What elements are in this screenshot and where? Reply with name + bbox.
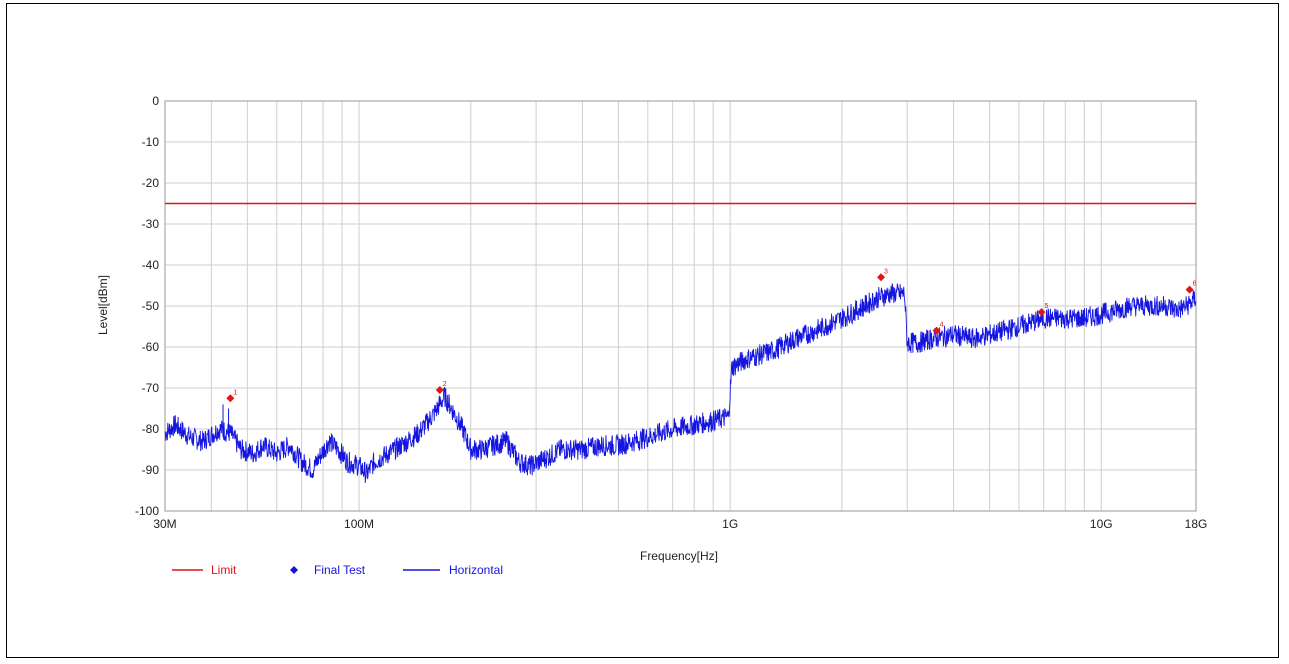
- horizontal-trace: [164, 283, 1197, 484]
- final-test-marker: [877, 273, 886, 282]
- y-tick-label: -10: [142, 135, 160, 149]
- x-tick-label: 100M: [344, 517, 374, 531]
- final-test-marker-label: 6: [1193, 281, 1197, 288]
- y-tick-label: -80: [142, 422, 160, 436]
- y-tick-label: -50: [142, 299, 160, 313]
- legend-final-test-label: Final Test: [314, 563, 366, 577]
- chart-frame: [6, 3, 1279, 658]
- x-tick-label: 1G: [722, 517, 738, 531]
- final-test-marker: [1037, 308, 1046, 317]
- final-test-marker: [226, 394, 235, 403]
- y-tick-label: -20: [142, 176, 160, 190]
- final-test-marker-label: 3: [884, 268, 888, 275]
- legend: Limit Final Test Horizontal: [172, 563, 503, 577]
- x-tick-label: 10G: [1090, 517, 1113, 531]
- y-tick-label: -90: [142, 463, 160, 477]
- legend-final-test-swatch: [290, 566, 298, 574]
- x-axis-label: Frequency[Hz]: [640, 549, 718, 563]
- y-tick-label: -30: [142, 217, 160, 231]
- grid: [165, 100, 1196, 512]
- legend-limit-label: Limit: [211, 563, 237, 577]
- y-tick-label: -60: [142, 340, 160, 354]
- plot-border: [164, 100, 1197, 512]
- final-test-marker: [435, 386, 444, 395]
- final-test-marker: [932, 326, 941, 335]
- final-test-marker: [1185, 285, 1194, 294]
- y-tick-label: 0: [152, 94, 159, 108]
- legend-horizontal-label: Horizontal: [449, 563, 503, 577]
- y-tick-labels: 0 -10 -20 -30 -40 -50 -60 -70 -80 -90 -100: [135, 94, 159, 518]
- y-axis-label: Level[dBm]: [96, 275, 110, 335]
- final-test-marker-label: 2: [443, 381, 447, 388]
- plot-area: [164, 100, 1197, 512]
- y-tick-label: -100: [135, 504, 159, 518]
- y-tick-label: -70: [142, 381, 160, 395]
- x-tick-labels: 30M 100M 1G 10G 18G: [153, 517, 1207, 531]
- final-test-marker-label: 4: [940, 322, 944, 329]
- final-test-marker-label: 5: [1044, 303, 1048, 310]
- final-test-marker-label: 1: [233, 389, 237, 396]
- x-tick-label: 18G: [1185, 517, 1208, 531]
- x-tick-label: 30M: [153, 517, 176, 531]
- series-final-test: 1 2 3 4 5 6: [226, 268, 1197, 403]
- series-horizontal: [164, 283, 1197, 484]
- y-tick-label: -40: [142, 258, 160, 272]
